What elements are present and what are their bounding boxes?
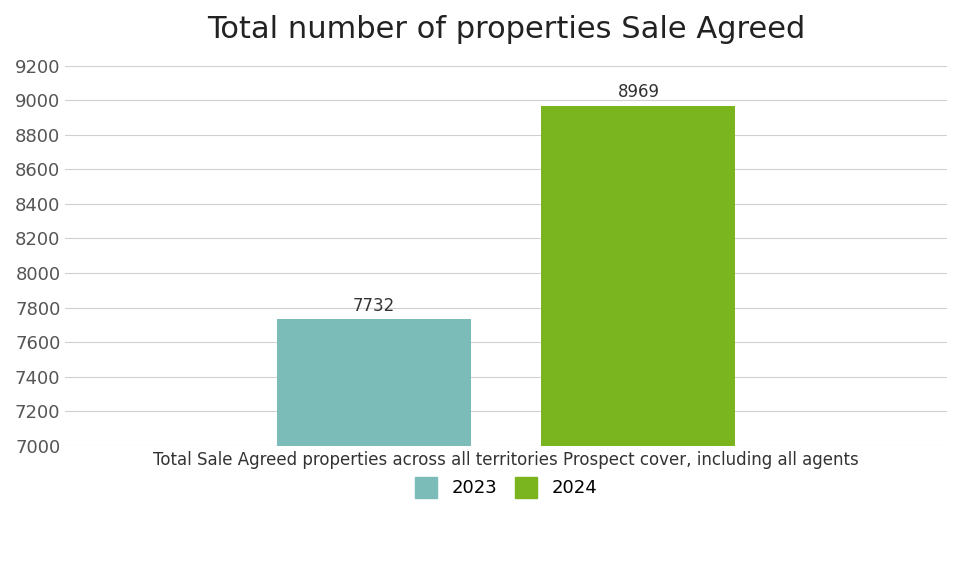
Text: 7732: 7732: [353, 297, 395, 315]
Legend: 2023, 2024: 2023, 2024: [407, 470, 604, 505]
Text: 8969: 8969: [617, 83, 658, 101]
Bar: [277, 319, 471, 578]
Title: Total number of properties Sale Agreed: Total number of properties Sale Agreed: [207, 15, 804, 44]
Bar: [541, 106, 734, 578]
